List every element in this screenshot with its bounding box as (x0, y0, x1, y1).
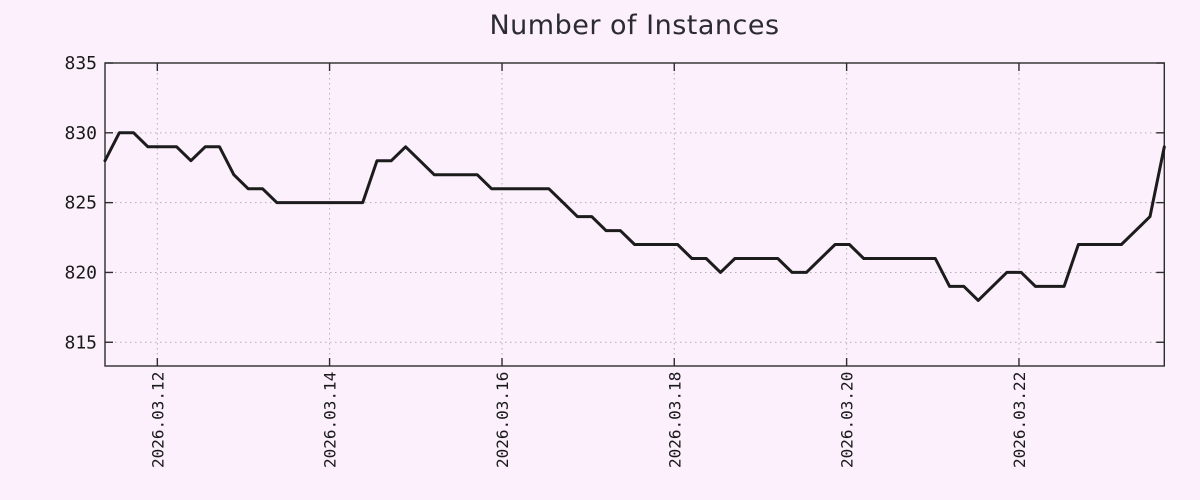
y-tick-label: 815 (64, 332, 97, 353)
x-tick-label: 2026.03.16 (493, 372, 512, 468)
y-tick-label: 825 (64, 193, 97, 214)
y-tick-label: 835 (64, 53, 97, 74)
y-tick-label: 820 (64, 262, 97, 283)
x-tick-label: 2026.03.18 (665, 372, 684, 468)
x-tick-label: 2026.03.20 (838, 372, 857, 468)
x-tick-label: 2026.03.22 (1010, 372, 1029, 468)
y-tick-label: 830 (64, 123, 97, 144)
x-tick-label: 2026.03.12 (148, 372, 167, 468)
series-line (103, 131, 1166, 302)
plot-border (104, 62, 1166, 367)
x-tick-label: 2026.03.14 (321, 372, 340, 468)
chart-title: Number of Instances (489, 10, 780, 41)
